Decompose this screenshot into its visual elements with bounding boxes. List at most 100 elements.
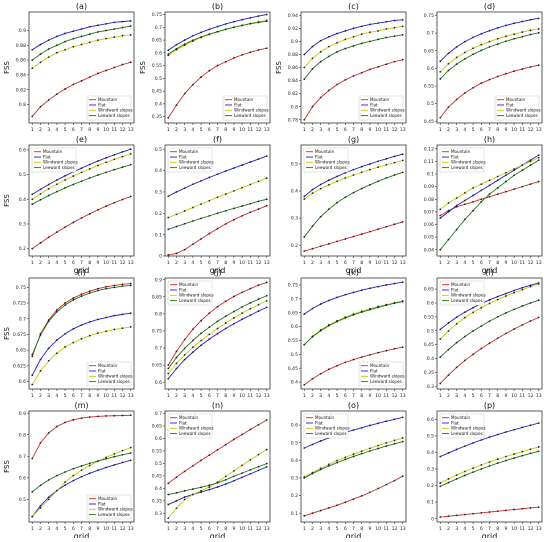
- y-tick-label: 0.7: [155, 411, 162, 417]
- data-point: [472, 442, 474, 444]
- data-point: [352, 455, 355, 458]
- x-tick-label: 6: [208, 127, 211, 133]
- data-point: [393, 26, 396, 29]
- legend-entry: Leeward slopes: [179, 298, 211, 303]
- y-tick-label: 0.2: [427, 483, 434, 489]
- data-point: [319, 329, 322, 332]
- x-tick-label: 10: [511, 127, 517, 133]
- data-point: [183, 470, 186, 473]
- data-point: [200, 217, 202, 220]
- data-point: [97, 174, 99, 176]
- data-point: [64, 471, 66, 473]
- x-tick-label: 10: [375, 260, 381, 266]
- y-tick-label: 0.6: [291, 324, 298, 330]
- x-tick-label: 7: [488, 260, 491, 266]
- legend-entry: Windward slopes: [98, 108, 133, 113]
- y-tick-label: 0.82: [288, 91, 298, 97]
- data-point: [105, 156, 108, 159]
- data-point: [521, 288, 524, 291]
- x-tick-label: 8: [224, 260, 227, 266]
- x-tick-label: 5: [200, 393, 203, 399]
- data-point: [167, 195, 170, 198]
- x-tick-label: 11: [519, 526, 525, 532]
- data-point: [257, 469, 260, 472]
- data-point: [385, 284, 388, 286]
- data-point: [183, 222, 186, 225]
- data-point: [327, 368, 330, 371]
- legend-entry: Leeward slopes: [179, 165, 211, 170]
- data-point: [319, 440, 322, 442]
- data-point: [72, 467, 75, 470]
- y-tick-label: 0.5: [155, 147, 162, 153]
- legend-entry: Flat: [451, 287, 459, 292]
- data-point: [385, 441, 388, 444]
- data-point: [344, 293, 347, 296]
- data-point: [455, 478, 458, 480]
- y-tick-label: 0.75: [152, 329, 162, 335]
- data-point: [167, 372, 170, 375]
- data-point: [64, 302, 66, 304]
- x-tick-label: 13: [400, 127, 406, 133]
- data-point: [472, 330, 474, 332]
- legend-entry: Mountain: [370, 363, 389, 368]
- data-point: [105, 316, 108, 319]
- subplot-title: (m): [74, 401, 88, 410]
- x-tick-label: 6: [480, 127, 483, 133]
- data-point: [439, 356, 442, 358]
- x-tick-label: 3: [47, 127, 50, 133]
- data-point: [505, 332, 507, 335]
- legend-entry: Mountain: [98, 363, 117, 368]
- data-point: [47, 39, 50, 42]
- data-point: [55, 310, 58, 313]
- data-point: [311, 443, 314, 446]
- data-point: [64, 48, 66, 51]
- data-point: [319, 467, 322, 470]
- data-point: [249, 307, 252, 310]
- data-point: [537, 316, 540, 319]
- data-point: [216, 486, 219, 488]
- data-point: [521, 20, 524, 23]
- data-point: [369, 308, 371, 311]
- x-axis-label: grid: [482, 532, 498, 538]
- data-point: [472, 53, 474, 56]
- x-tick-label: 4: [191, 127, 194, 133]
- data-point: [183, 92, 186, 95]
- data-point: [31, 353, 34, 356]
- x-tick-label: 2: [175, 393, 178, 399]
- x-tick-label: 9: [96, 127, 99, 133]
- data-point: [233, 438, 235, 441]
- data-point: [105, 161, 108, 164]
- data-point: [249, 458, 252, 461]
- legend-entry: Flat: [315, 420, 323, 425]
- data-point: [183, 498, 186, 501]
- data-point: [303, 477, 306, 479]
- data-point: [265, 419, 268, 421]
- x-tick-label: 10: [103, 260, 109, 266]
- y-tick-label: 0.4: [291, 189, 298, 195]
- x-axis-label: grid: [346, 266, 362, 275]
- data-point: [393, 439, 396, 442]
- y-tick-label: 0.84: [16, 73, 26, 79]
- x-tick-label: 6: [208, 393, 211, 399]
- y-tick-label: 0.5: [291, 162, 298, 168]
- data-point: [88, 464, 91, 467]
- x-tick-label: 4: [463, 393, 466, 399]
- data-point: [129, 195, 132, 198]
- x-tick-label: 13: [536, 260, 542, 266]
- data-point: [463, 40, 466, 43]
- y-tick-label: 0.55: [152, 63, 162, 69]
- x-tick-label: 4: [191, 393, 194, 399]
- data-point: [360, 426, 363, 429]
- data-point: [47, 432, 50, 434]
- data-point: [377, 447, 380, 450]
- x-tick-label: 12: [528, 127, 534, 133]
- data-point: [191, 83, 194, 86]
- y-tick-label: 0.4: [427, 356, 434, 362]
- data-point: [55, 190, 58, 193]
- data-point: [480, 82, 483, 85]
- data-point: [39, 188, 42, 191]
- x-tick-label: 3: [47, 260, 50, 266]
- data-point: [393, 161, 396, 164]
